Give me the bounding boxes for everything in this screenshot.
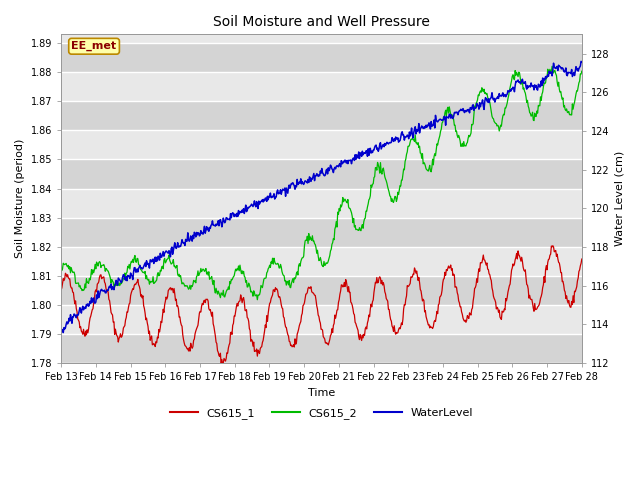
Bar: [61, 101, 582, 131]
Title: Soil Moisture and Well Pressure: Soil Moisture and Well Pressure: [213, 15, 430, 29]
Y-axis label: Soil Moisture (period): Soil Moisture (period): [15, 139, 25, 258]
Bar: [61, 217, 582, 247]
Bar: [61, 247, 582, 276]
X-axis label: Time: Time: [308, 388, 335, 397]
Legend: CS615_1, CS615_2, WaterLevel: CS615_1, CS615_2, WaterLevel: [166, 403, 477, 423]
Bar: [61, 276, 582, 305]
Bar: [61, 131, 582, 159]
Y-axis label: Water Level (cm): Water Level (cm): [615, 151, 625, 246]
Bar: [61, 305, 582, 334]
Bar: [61, 43, 582, 72]
Bar: [61, 334, 582, 363]
Bar: [61, 159, 582, 189]
Text: EE_met: EE_met: [72, 41, 116, 51]
Bar: [61, 72, 582, 101]
Bar: [61, 189, 582, 217]
